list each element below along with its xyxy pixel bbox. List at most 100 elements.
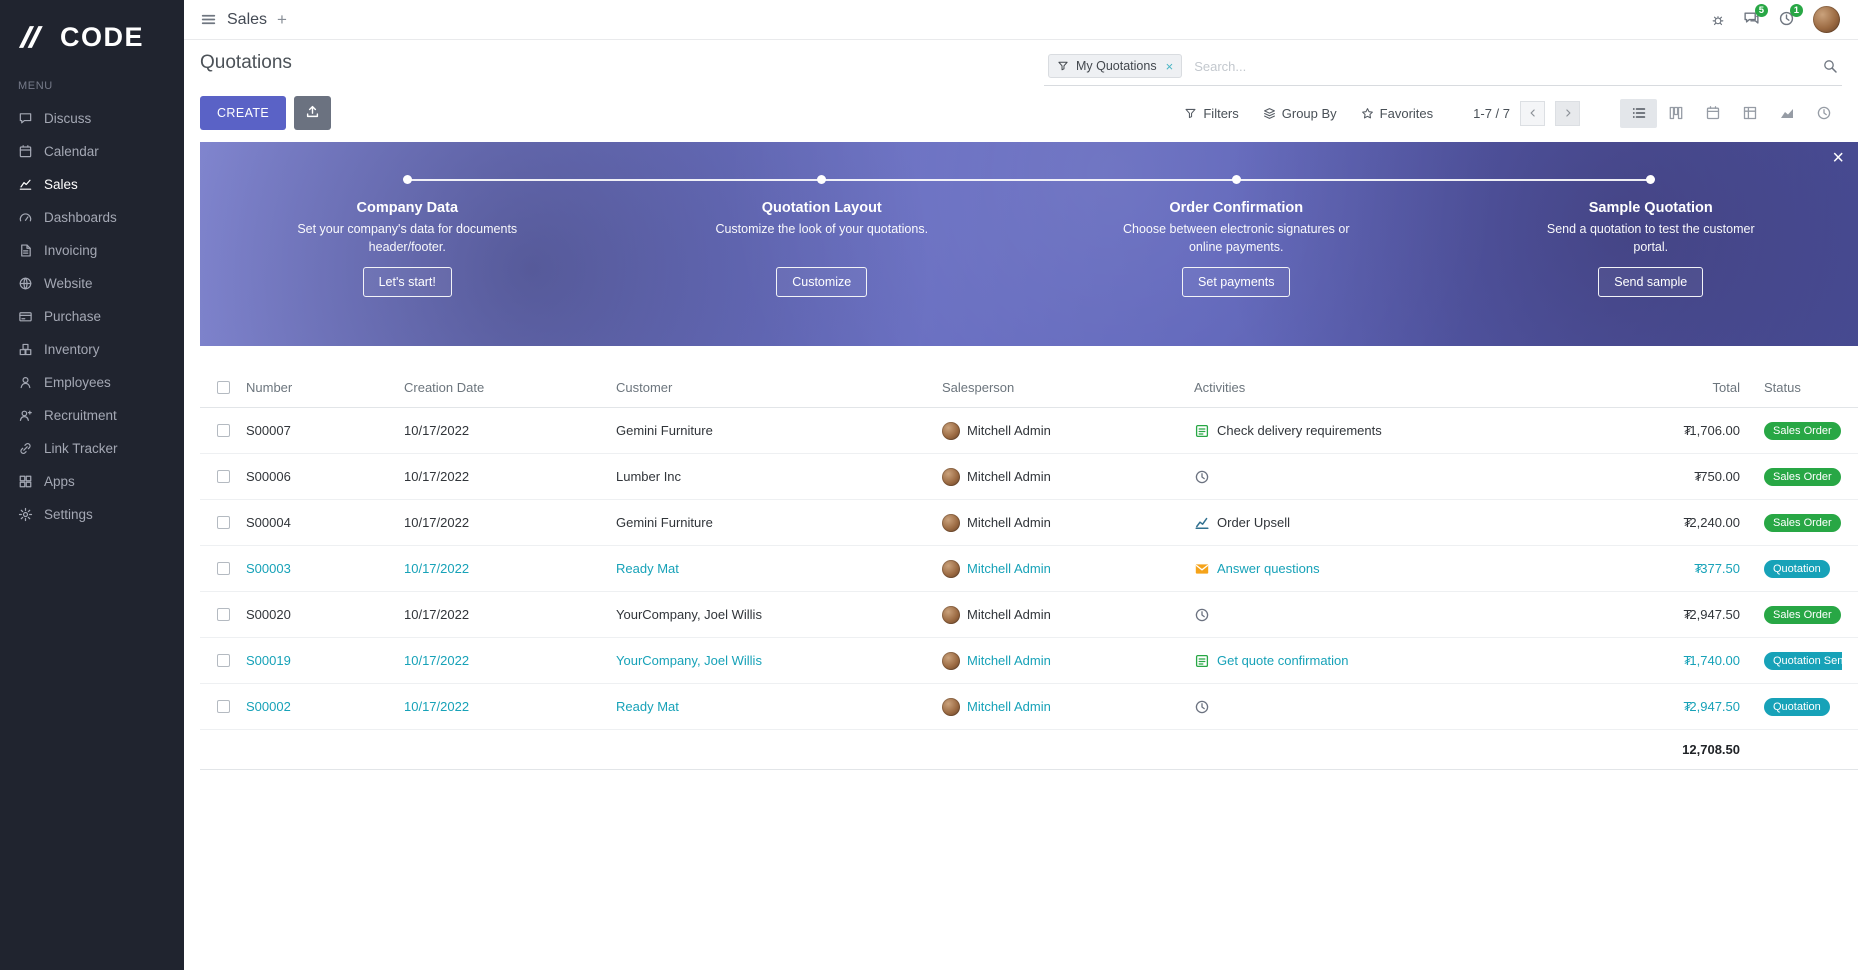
column-header-activities[interactable]: Activities (1194, 380, 1246, 395)
sidebar-item-label: Sales (44, 177, 78, 192)
pager-range: 1-7 / 7 (1473, 105, 1510, 121)
create-button[interactable]: CREATE (200, 96, 287, 130)
sidebar-item-inventory[interactable]: Inventory (0, 333, 184, 366)
sidebar-item-employees[interactable]: Employees (0, 366, 184, 399)
search-icon[interactable] (1822, 58, 1838, 74)
search-options: Filters Group By Favorites (1184, 106, 1433, 121)
column-header-salesperson[interactable]: Salesperson (942, 380, 1015, 395)
table-row[interactable]: S00006 10/17/2022 Lumber Inc Mitchell Admin… (200, 454, 1858, 500)
customize-button[interactable]: Customize (776, 267, 868, 297)
currency-symbol: ₮ (1683, 653, 1692, 668)
status-cell: Sales Order (1752, 605, 1842, 624)
total-amount: ₮1,740.00 (1683, 653, 1740, 668)
status-cell: Quotation (1752, 697, 1842, 716)
table-row[interactable]: S00019 10/17/2022 YourCompany, Joel Willis… (200, 638, 1858, 684)
send-sample-button[interactable]: Send sample (1598, 267, 1704, 297)
salesperson-cell: Mitchell Admin (942, 421, 1194, 440)
new-tab-button[interactable]: + (277, 9, 287, 29)
column-header-number[interactable]: Number (246, 380, 293, 395)
table-row[interactable]: S00020 10/17/2022 YourCompany, Joel Willis… (200, 592, 1858, 638)
filters-button[interactable]: Filters (1184, 106, 1239, 121)
app-name[interactable]: Sales (227, 10, 268, 28)
sidebar-item-dashboards[interactable]: Dashboards (0, 201, 184, 234)
sidebar-item-settings[interactable]: Settings (0, 498, 184, 531)
menu-toggle-icon[interactable] (200, 11, 217, 28)
activity-label: Check delivery requirements (1217, 423, 1382, 438)
sidebar-item-purchase[interactable]: Purchase (0, 300, 184, 333)
favorites-label: Favorites (1379, 105, 1434, 121)
sidebar-item-label: Link Tracker (44, 441, 118, 456)
lets-start-button[interactable]: Let's start! (362, 267, 452, 297)
banner-close-icon[interactable]: × (1832, 147, 1844, 169)
filter-funnel-icon (1057, 60, 1069, 72)
salesperson-avatar (942, 421, 960, 440)
table-row[interactable]: S00007 10/17/2022 Gemini Furniture Mitchell… (200, 408, 1858, 454)
quotations-table: Number Creation Date Customer Salesperson Ac… (200, 368, 1858, 770)
view-graph-button[interactable] (1768, 99, 1805, 128)
sidebar-item-website[interactable]: Website (0, 267, 184, 300)
search-input[interactable] (1192, 57, 1812, 75)
status-badge: Quotation Sent (1764, 651, 1842, 670)
row-checkbox[interactable] (216, 654, 230, 667)
sidebar-item-sales[interactable]: Sales (0, 168, 184, 201)
set-payments-button[interactable]: Set payments (1182, 267, 1291, 297)
step-title: Sample Quotation (1588, 200, 1713, 216)
filters-icon (1184, 107, 1197, 120)
table-row[interactable]: S00002 10/17/2022 Ready Mat Mitchell Admin ₮… (200, 684, 1858, 730)
activity-cell[interactable]: Order Upsell (1194, 515, 1532, 531)
salesperson-cell: Mitchell Admin (942, 467, 1194, 486)
activity-cell[interactable] (1194, 607, 1532, 623)
salesperson-cell: Mitchell Admin (942, 605, 1194, 624)
column-header-status[interactable]: Status (1764, 380, 1801, 395)
table-row[interactable]: S00004 10/17/2022 Gemini Furniture Mitchell… (200, 500, 1858, 546)
kanban-view-icon (1668, 105, 1684, 121)
app-logo[interactable]: CODE (0, 0, 184, 74)
groupby-button[interactable]: Group By (1263, 106, 1337, 121)
messages-button[interactable]: 5 (1743, 3, 1768, 30)
user-avatar[interactable] (1813, 6, 1840, 33)
column-header-total[interactable]: Total (1712, 380, 1740, 395)
activity-cell[interactable] (1194, 469, 1532, 485)
view-list-button[interactable] (1620, 98, 1657, 128)
sidebar-item-link-tracker[interactable]: Link Tracker (0, 432, 184, 465)
view-kanban-button[interactable] (1657, 99, 1694, 128)
debug-icon[interactable] (1711, 13, 1725, 27)
row-checkbox[interactable] (216, 700, 230, 713)
table-header-row: Number Creation Date Customer Salesperson Ac… (200, 368, 1858, 408)
search-bar[interactable]: My Quotations × (1044, 52, 1842, 86)
select-all-checkbox[interactable] (216, 381, 230, 394)
column-header-customer[interactable]: Customer (616, 380, 673, 395)
favorites-button[interactable]: Favorites (1361, 106, 1433, 121)
upload-button[interactable] (294, 96, 332, 130)
sidebar-item-apps[interactable]: Apps (0, 465, 184, 498)
search-facet[interactable]: My Quotations × (1048, 54, 1183, 78)
activity-cell[interactable] (1194, 699, 1532, 715)
onboarding-banner: × Company Data Set your company's data f… (200, 142, 1858, 346)
sidebar-item-calendar[interactable]: Calendar (0, 135, 184, 168)
pager-previous-button[interactable] (1520, 100, 1545, 126)
row-checkbox[interactable] (216, 562, 230, 575)
view-pivot-button[interactable] (1731, 99, 1768, 128)
customer-name: Gemini Furniture (616, 515, 713, 530)
sidebar-item-invoicing[interactable]: Invoicing (0, 234, 184, 267)
row-checkbox[interactable] (216, 424, 230, 437)
sidebar-item-discuss[interactable]: Discuss (0, 102, 184, 135)
facet-remove-icon[interactable]: × (1165, 58, 1174, 74)
logo-icon (16, 24, 50, 50)
quotation-number: S00019 (246, 653, 291, 668)
total-amount: ₮2,947.50 (1683, 607, 1740, 622)
activities-button[interactable]: 1 (1778, 3, 1803, 30)
table-row[interactable]: S00003 10/17/2022 Ready Mat Mitchell Admin A… (200, 546, 1858, 592)
view-calendar-button[interactable] (1694, 99, 1731, 128)
row-checkbox[interactable] (216, 470, 230, 483)
row-checkbox[interactable] (216, 608, 230, 621)
row-checkbox[interactable] (216, 516, 230, 529)
activity-cell[interactable]: Get quote confirmation (1194, 653, 1532, 669)
column-header-creation-date[interactable]: Creation Date (404, 380, 485, 395)
activity-cell[interactable]: Answer questions (1194, 561, 1532, 577)
view-activity-button[interactable] (1805, 99, 1842, 128)
activities-count-badge: 1 (1789, 3, 1803, 17)
sidebar-item-recruitment[interactable]: Recruitment (0, 399, 184, 432)
activity-cell[interactable]: Check delivery requirements (1194, 423, 1532, 439)
pager-next-button[interactable] (1555, 100, 1580, 126)
